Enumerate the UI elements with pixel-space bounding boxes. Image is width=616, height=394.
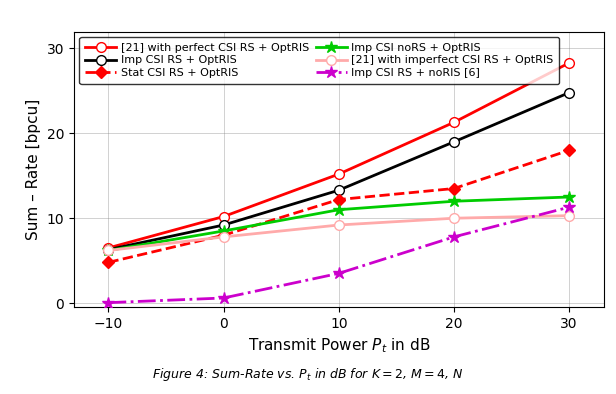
Imp CSI RS + noRIS [6] [450,234,458,239]
[21] with perfect CSI RS + OptRIS [565,61,573,65]
Legend: [21] with perfect CSI RS + OptRIS, Imp CSI RS + OptRIS, Stat CSI RS + OptRIS, Im: [21] with perfect CSI RS + OptRIS, Imp C… [79,37,559,84]
Line: Imp CSI noRS + OptRIS: Imp CSI noRS + OptRIS [102,191,575,257]
Line: Stat CSI RS + OptRIS: Stat CSI RS + OptRIS [104,146,573,266]
[21] with imperfect CSI RS + OptRIS [220,234,227,239]
Stat CSI RS + OptRIS [565,148,573,153]
[21] with imperfect CSI RS + OptRIS [565,213,573,218]
[21] with imperfect CSI RS + OptRIS [450,216,458,221]
Stat CSI RS + OptRIS [105,260,112,265]
Stat CSI RS + OptRIS [220,233,227,238]
Imp CSI RS + noRIS [6] [335,271,342,276]
Y-axis label: Sum – Rate [bpcu]: Sum – Rate [bpcu] [26,99,41,240]
Imp CSI noRS + OptRIS [220,229,227,233]
Line: Imp CSI RS + noRIS [6]: Imp CSI RS + noRIS [6] [102,201,575,309]
Line: [21] with perfect CSI RS + OptRIS: [21] with perfect CSI RS + OptRIS [103,58,574,253]
Imp CSI noRS + OptRIS [565,195,573,199]
Imp CSI RS + noRIS [6] [220,296,227,300]
Imp CSI noRS + OptRIS [105,248,112,253]
Imp CSI RS + OptRIS [450,139,458,144]
[21] with perfect CSI RS + OptRIS [105,245,112,250]
[21] with perfect CSI RS + OptRIS [335,172,342,177]
Imp CSI noRS + OptRIS [450,199,458,204]
Line: [21] with imperfect CSI RS + OptRIS: [21] with imperfect CSI RS + OptRIS [103,211,574,255]
Line: Imp CSI RS + OptRIS: Imp CSI RS + OptRIS [103,88,574,255]
Imp CSI RS + noRIS [6] [105,300,112,305]
Stat CSI RS + OptRIS [450,186,458,191]
Text: Figure 4: Sum-Rate vs. $P_t$ in dB for $K=2$, $M=4$, $N$: Figure 4: Sum-Rate vs. $P_t$ in dB for $… [152,366,464,383]
Imp CSI RS + OptRIS [105,247,112,252]
Imp CSI RS + OptRIS [335,188,342,193]
[21] with imperfect CSI RS + OptRIS [335,223,342,227]
Imp CSI RS + noRIS [6] [565,205,573,210]
Imp CSI noRS + OptRIS [335,207,342,212]
[21] with perfect CSI RS + OptRIS [220,214,227,219]
[21] with imperfect CSI RS + OptRIS [105,248,112,253]
X-axis label: Transmit Power $P_t$ in dB: Transmit Power $P_t$ in dB [248,336,430,355]
Imp CSI RS + OptRIS [565,90,573,95]
Imp CSI RS + OptRIS [220,223,227,227]
Stat CSI RS + OptRIS [335,197,342,202]
[21] with perfect CSI RS + OptRIS [450,120,458,125]
